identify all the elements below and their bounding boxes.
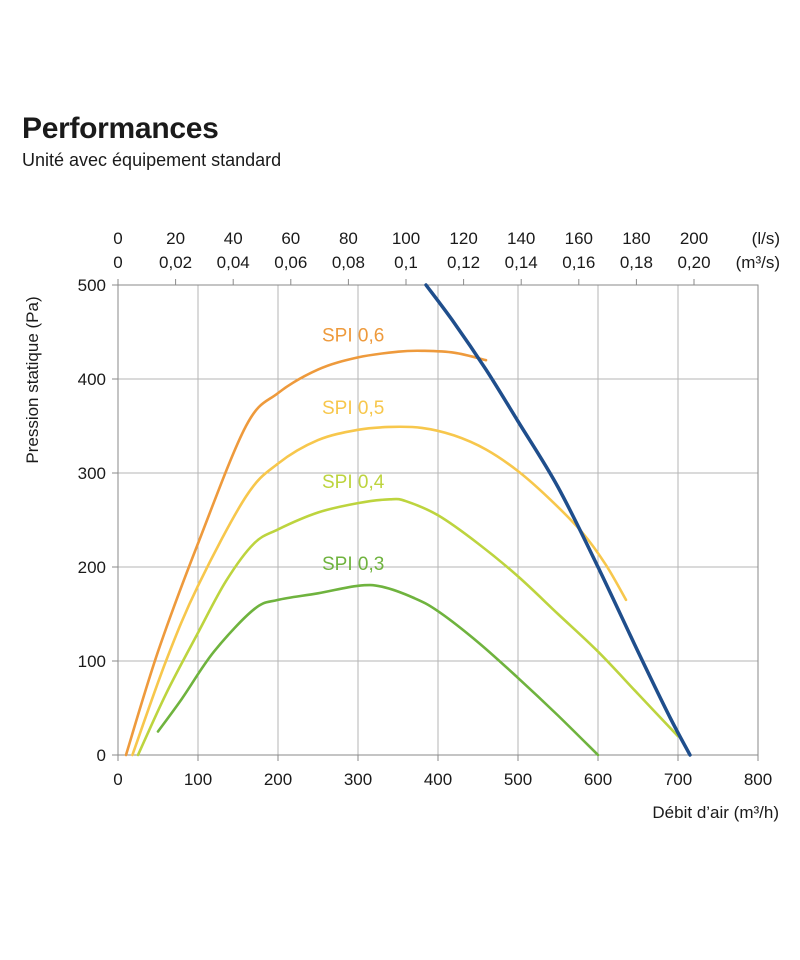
top-tick-label-m3s: 0,02 (159, 253, 192, 272)
series-line-spi-0-6 (124, 349, 488, 757)
series-line-spi-0-5 (131, 425, 628, 757)
x-tick-label: 300 (344, 770, 372, 789)
y-tick-label: 0 (97, 746, 106, 765)
top-tick-label-m3s: 0,06 (274, 253, 307, 272)
top-tick-label-m3s: 0,12 (447, 253, 480, 272)
top-tick-label-m3s: 0,18 (620, 253, 653, 272)
top-tick-label-ls: 60 (281, 229, 300, 248)
series-line-spi-0-4 (136, 497, 680, 757)
top-axis-tick-labels: 0 0 20 0,02 40 0,04 60 0,06 80 0,08 100 0,1 120 0,12 1… (113, 229, 711, 285)
x-tick-label: 400 (424, 770, 452, 789)
y-tick-label: 200 (78, 558, 106, 577)
top-tick-label-m3s: 0,08 (332, 253, 365, 272)
top-tick-label-m3s: 0,1 (394, 253, 418, 272)
limit-curve-line (424, 283, 692, 757)
series-line-spi-0-3 (156, 583, 600, 757)
y-tick-label: 300 (78, 464, 106, 483)
top-axis-ls-unit: (l/s) (752, 229, 780, 248)
series-label: SPI 0,4 (322, 472, 385, 493)
y-tick-label: 100 (78, 652, 106, 671)
y-tick-label: 400 (78, 370, 106, 389)
top-tick-label-ls: 80 (339, 229, 358, 248)
top-tick-label-ls: 200 (680, 229, 708, 248)
top-axis-m3s-unit: (m³/s) (736, 253, 780, 272)
top-tick-label-ls: 160 (565, 229, 593, 248)
series-labels: SPI 0,6 SPI 0,5 SPI 0,4 SPI 0,3 (322, 325, 385, 574)
top-tick-label-ls: 0 (113, 229, 122, 248)
top-tick-label-m3s: 0,16 (562, 253, 595, 272)
chart-subtitle: Unité avec équipement standard (22, 150, 282, 170)
x-tick-label: 500 (504, 770, 532, 789)
y-tick-labels: 0 100 200 300 400 500 (78, 276, 118, 765)
series-label: SPI 0,5 (322, 398, 384, 419)
grid-lines (118, 285, 758, 755)
top-tick-label-ls: 180 (622, 229, 650, 248)
x-tick-label: 600 (584, 770, 612, 789)
x-tick-labels: 0 100 200 300 400 500 600 700 800 (113, 755, 772, 789)
y-tick-label: 500 (78, 276, 106, 295)
top-tick-label-ls: 120 (449, 229, 477, 248)
chart-title: Performances (22, 112, 219, 145)
top-tick-label-ls: 40 (224, 229, 243, 248)
top-tick-label-m3s: 0,14 (505, 253, 538, 272)
x-tick-label: 800 (744, 770, 772, 789)
top-tick-label-ls: 140 (507, 229, 535, 248)
x-axis-label: Débit d’air (m³/h) (652, 803, 779, 822)
series-label: SPI 0,6 (322, 325, 384, 346)
x-tick-label: 700 (664, 770, 692, 789)
x-tick-label: 200 (264, 770, 292, 789)
series-label: SPI 0,3 (322, 554, 384, 575)
x-tick-label: 0 (113, 770, 122, 789)
top-tick-label-ls: 100 (392, 229, 420, 248)
series-lines (124, 283, 692, 757)
y-axis-label: Pression statique (Pa) (23, 296, 42, 463)
top-tick-label-m3s: 0 (113, 253, 122, 272)
top-tick-label-ls: 20 (166, 229, 185, 248)
x-tick-label: 100 (184, 770, 212, 789)
top-tick-label-m3s: 0,20 (677, 253, 710, 272)
top-tick-label-m3s: 0,04 (217, 253, 250, 272)
